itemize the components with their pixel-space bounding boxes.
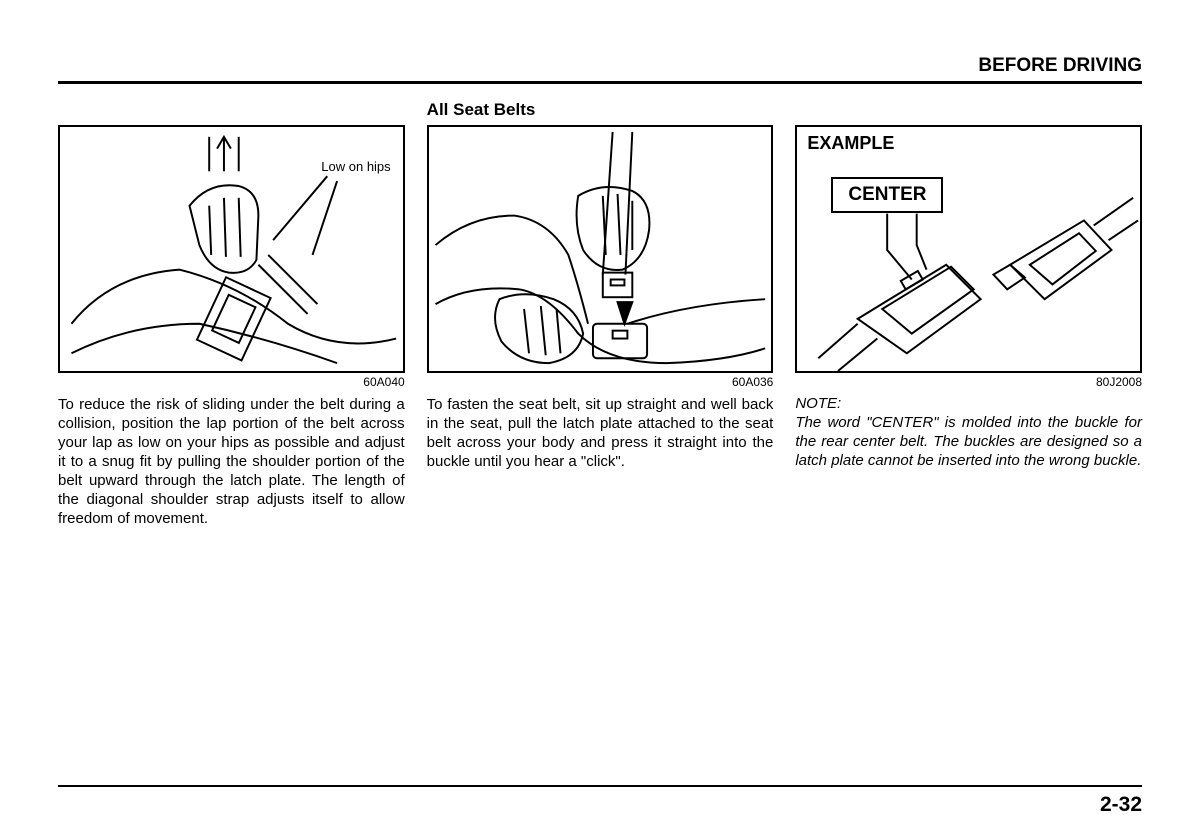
- page-number: 2-32: [1100, 793, 1142, 817]
- right-section-title: [795, 100, 1142, 121]
- figure-caption-left: 60A040: [58, 375, 405, 389]
- figure-center-buckle: EXAMPLE CENTER: [795, 125, 1142, 373]
- page-header: BEFORE DRIVING: [978, 55, 1142, 77]
- body-text-left: To reduce the risk of sliding under the …: [58, 395, 405, 528]
- middle-section-title: All Seat Belts: [427, 100, 774, 121]
- note-body: The word "CENTER" is molded into the buc…: [795, 413, 1142, 470]
- figure-caption-right: 80J2008: [795, 375, 1142, 389]
- content-columns: Low on hips: [58, 100, 1142, 528]
- center-buckle-illustration: [797, 127, 1140, 371]
- column-middle: All Seat Belts: [427, 100, 774, 528]
- figure-lap-belt: Low on hips: [58, 125, 405, 373]
- column-left: Low on hips: [58, 100, 405, 528]
- footer-rule: [58, 785, 1142, 787]
- figure-fasten-belt: [427, 125, 774, 373]
- left-section-title: [58, 100, 405, 121]
- column-right: EXAMPLE CENTER: [795, 100, 1142, 528]
- note-label: NOTE:: [795, 395, 1142, 412]
- header-rule: [58, 81, 1142, 84]
- body-text-middle: To fasten the seat belt, sit up straight…: [427, 395, 774, 471]
- fasten-belt-illustration: [429, 127, 772, 371]
- figure-caption-middle: 60A036: [427, 375, 774, 389]
- lap-belt-illustration: [60, 127, 403, 371]
